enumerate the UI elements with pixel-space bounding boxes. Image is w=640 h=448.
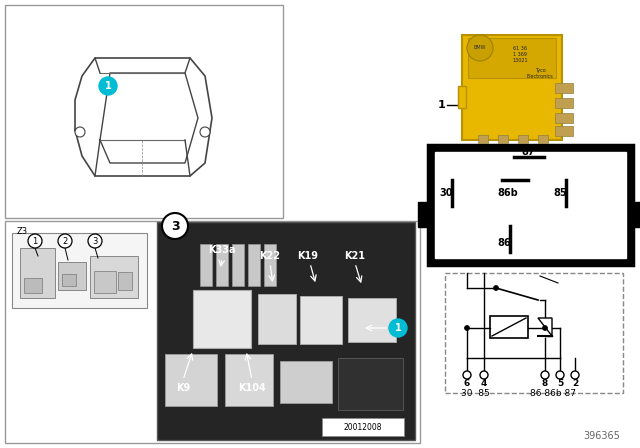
Bar [555, 126, 573, 136]
Text: K33a: K33a [208, 245, 236, 255]
Text: 2: 2 [62, 237, 68, 246]
Bar [498, 135, 508, 143]
Text: 61 36: 61 36 [513, 46, 527, 51]
Circle shape [556, 371, 564, 379]
Circle shape [571, 371, 579, 379]
Bar [157, 222, 415, 440]
Circle shape [200, 127, 210, 137]
Text: 30  85: 30 85 [461, 388, 490, 397]
Bar [300, 296, 342, 344]
Circle shape [88, 234, 102, 248]
Text: K104: K104 [238, 383, 266, 393]
Text: K19: K19 [298, 251, 319, 261]
Bar [90, 256, 138, 298]
Text: 87: 87 [521, 147, 535, 157]
Text: K22: K22 [259, 251, 280, 261]
Text: 1: 1 [33, 237, 38, 246]
Bar [538, 135, 548, 143]
Circle shape [480, 371, 488, 379]
Text: 3: 3 [92, 237, 98, 246]
Bar [216, 244, 228, 286]
Bar [20, 248, 55, 298]
Text: 85: 85 [553, 188, 567, 198]
Polygon shape [538, 318, 552, 336]
Circle shape [493, 285, 499, 290]
Bar [12, 233, 147, 308]
Circle shape [465, 326, 470, 331]
Text: 13021: 13021 [512, 57, 528, 63]
Text: 8: 8 [542, 379, 548, 388]
Text: K9: K9 [176, 383, 190, 393]
Text: 2: 2 [572, 379, 578, 388]
Bar [418, 202, 432, 227]
Bar [5, 221, 420, 443]
Text: 1 369: 1 369 [513, 52, 527, 56]
Text: 20012008: 20012008 [344, 422, 382, 431]
Bar [264, 244, 276, 286]
Bar [225, 354, 273, 406]
Circle shape [99, 77, 117, 95]
Text: 3: 3 [171, 220, 179, 233]
Bar [118, 272, 132, 290]
Text: 1: 1 [395, 323, 401, 333]
Bar [478, 135, 488, 143]
Text: 86 86b 87: 86 86b 87 [530, 388, 576, 397]
Bar [555, 83, 573, 93]
Bar [435, 152, 626, 258]
Bar [555, 113, 573, 123]
Text: Z3: Z3 [17, 227, 28, 236]
Circle shape [541, 371, 549, 379]
Bar [280, 361, 332, 403]
Bar [200, 244, 212, 286]
Circle shape [463, 371, 471, 379]
Bar [5, 5, 283, 218]
Bar [629, 202, 640, 227]
Text: BMW: BMW [474, 44, 486, 49]
Bar [62, 274, 76, 286]
Text: 5: 5 [557, 379, 563, 388]
Circle shape [162, 213, 188, 239]
Text: 86b: 86b [498, 188, 518, 198]
Text: 4: 4 [481, 379, 487, 388]
Circle shape [467, 35, 493, 61]
Text: Tyco: Tyco [534, 68, 545, 73]
Text: 1: 1 [437, 100, 445, 110]
Circle shape [28, 234, 42, 248]
Text: 86: 86 [497, 238, 511, 248]
Bar [458, 86, 466, 108]
Bar [24, 278, 42, 293]
Bar [490, 316, 528, 338]
Bar [232, 244, 244, 286]
Circle shape [58, 234, 72, 248]
Text: Electronics: Electronics [527, 73, 554, 78]
Bar [468, 38, 556, 78]
Text: 30: 30 [439, 188, 452, 198]
Bar [428, 145, 633, 265]
Bar [165, 354, 217, 406]
Text: K21: K21 [344, 251, 365, 261]
Bar [348, 298, 396, 342]
Bar [445, 273, 623, 393]
Bar [338, 358, 403, 410]
Text: 396365: 396365 [583, 431, 620, 441]
Text: 6: 6 [464, 379, 470, 388]
Bar [258, 294, 296, 344]
Bar [518, 135, 528, 143]
Bar [193, 290, 251, 348]
Bar [555, 98, 573, 108]
Text: 1: 1 [104, 81, 111, 91]
Circle shape [75, 127, 85, 137]
Bar [94, 271, 116, 293]
Circle shape [543, 326, 547, 331]
Bar [58, 262, 86, 290]
Circle shape [389, 319, 407, 337]
Bar [248, 244, 260, 286]
Bar [462, 35, 562, 140]
Bar [322, 418, 404, 436]
